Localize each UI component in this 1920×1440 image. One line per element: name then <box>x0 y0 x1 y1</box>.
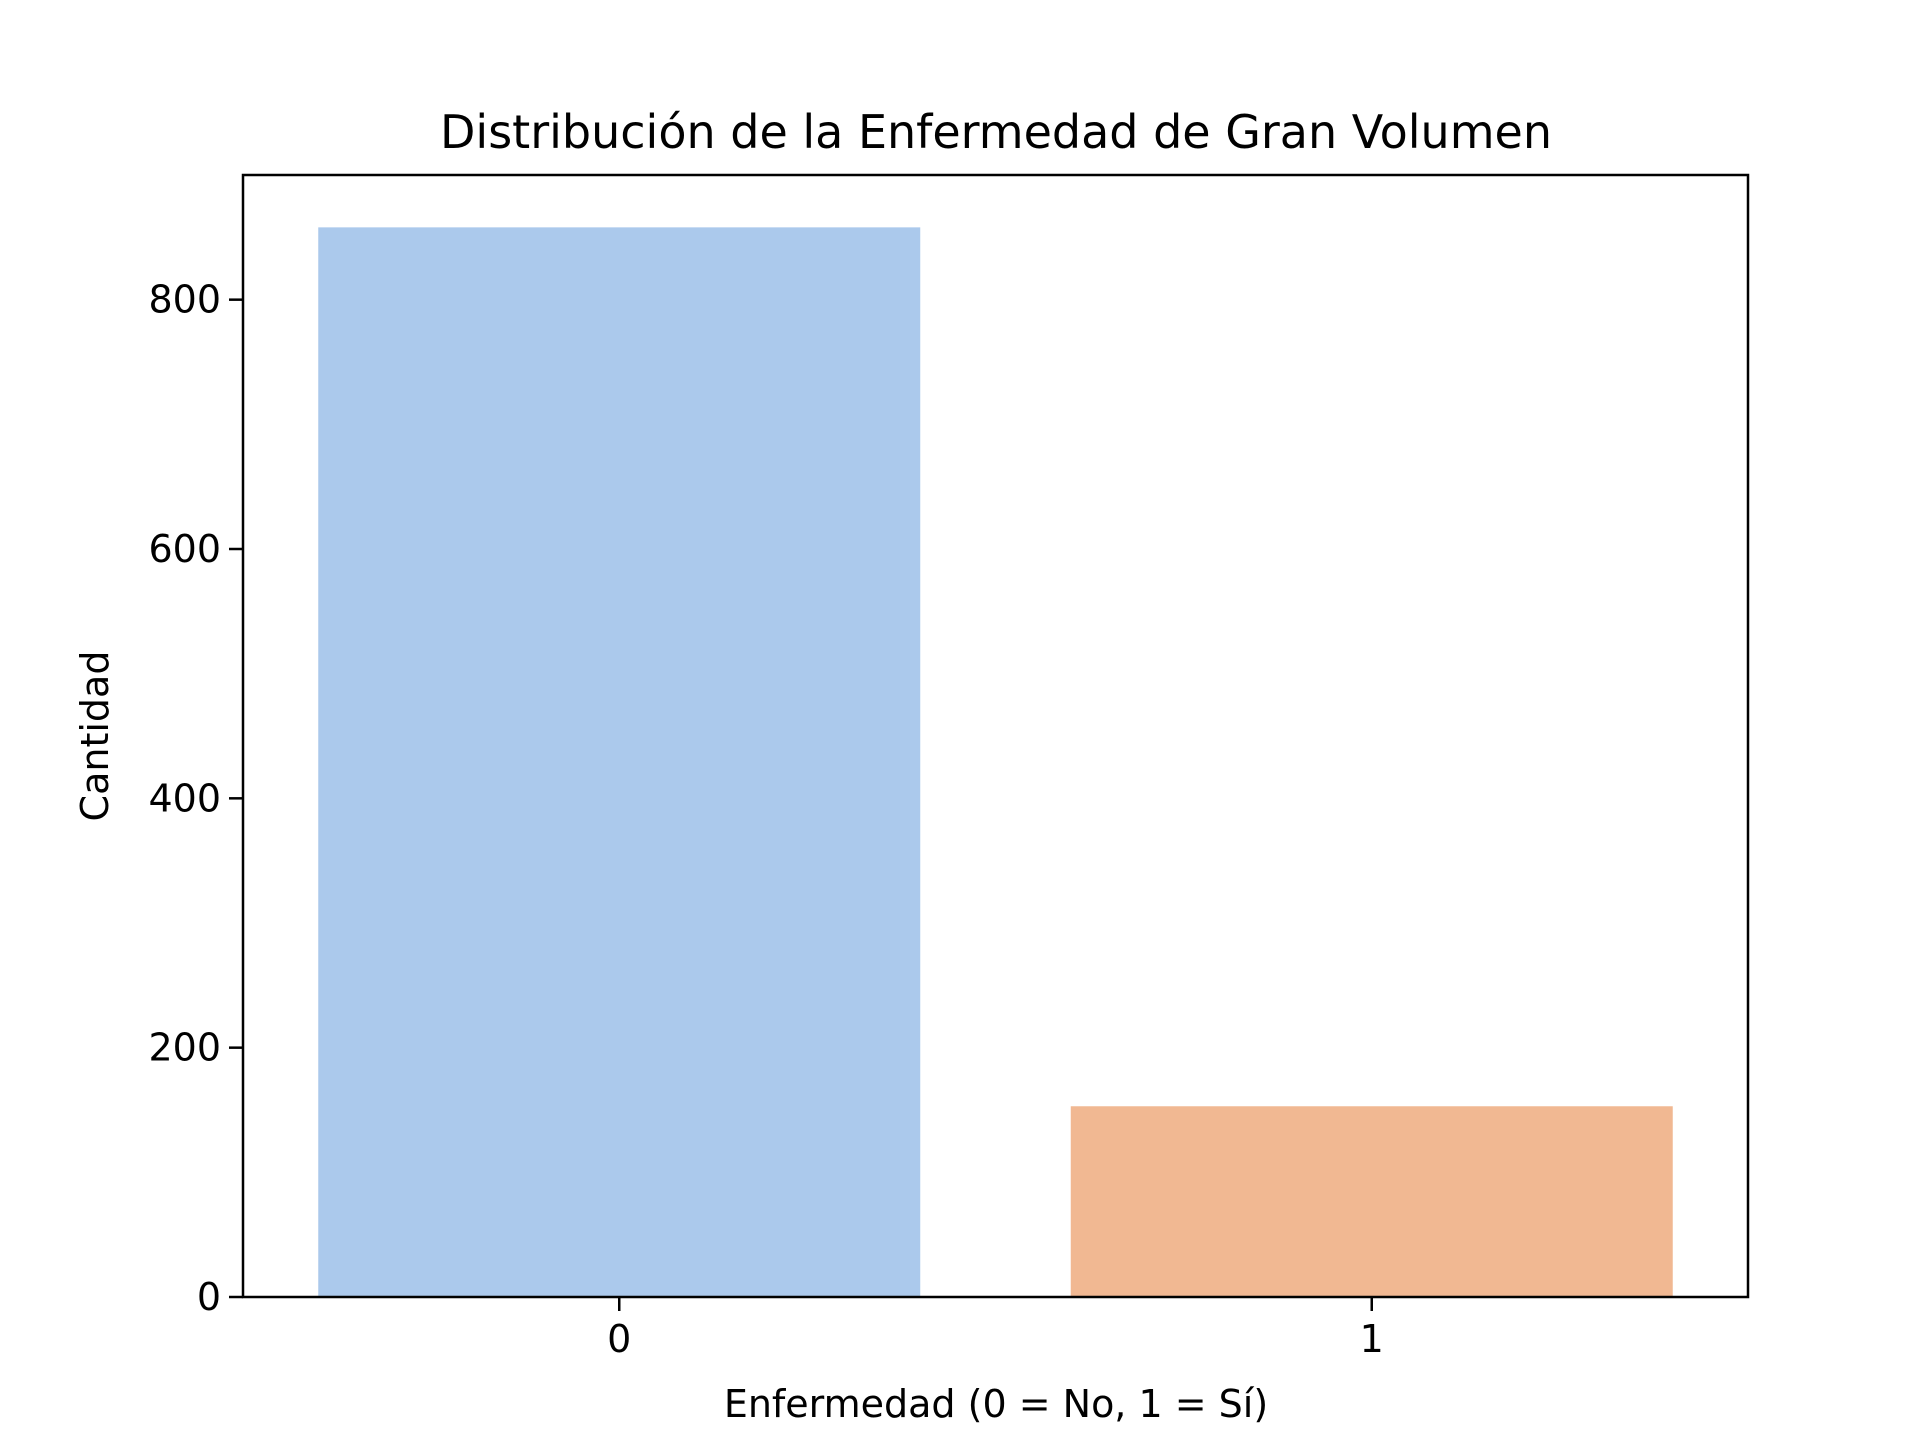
y-tick-label-800: 800 <box>148 278 221 322</box>
bar-1 <box>1070 1106 1673 1297</box>
x-tick-label-1: 1 <box>1360 1317 1384 1361</box>
y-tick-label-400: 400 <box>148 776 221 820</box>
y-axis-ticks: 0 200 400 600 800 <box>148 278 243 1319</box>
y-tick-label-600: 600 <box>148 527 221 571</box>
plot-frame <box>241 173 1750 1299</box>
y-tick-label-0: 0 <box>197 1275 221 1319</box>
bars-group <box>318 227 1673 1298</box>
x-axis-label: Enfermedad (0 = No, 1 = Sí) <box>724 1382 1268 1426</box>
chart-title: Distribución de la Enfermedad de Gran Vo… <box>440 105 1552 159</box>
bar-0 <box>318 227 921 1298</box>
y-tick-label-200: 200 <box>148 1026 221 1070</box>
y-axis-label: Cantidad <box>73 651 117 822</box>
x-tick-label-0: 0 <box>607 1317 631 1361</box>
